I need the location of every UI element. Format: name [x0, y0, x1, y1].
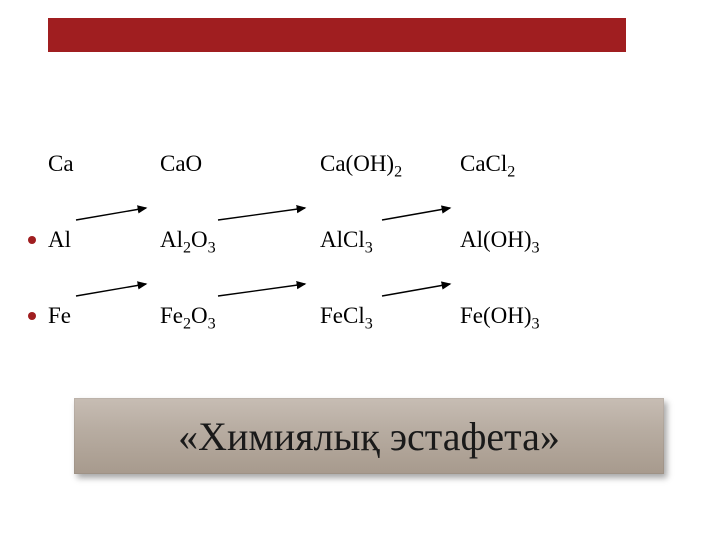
arrow-set — [30, 278, 690, 302]
slide: Ca CaO Са(ОН)2 CaCl2 Al — [0, 0, 720, 540]
formula-cell: Ca — [48, 150, 74, 178]
formula-cell: Al(OH)3 — [460, 226, 540, 254]
formula-cell: Al2O3 — [160, 226, 216, 254]
formula-cell: Fe(OH)3 — [460, 302, 540, 330]
title-text: «Химиялық эстафета» — [178, 413, 560, 460]
formula-cell: CaO — [160, 150, 202, 178]
arrow-set — [30, 202, 690, 226]
chain-row-al: Al Al2O3 AlCl3 Al(OH)3 — [30, 226, 690, 260]
formula-cell: Са(ОН)2 — [320, 150, 402, 178]
formula-cell: Al — [48, 226, 71, 254]
header-accent-bar — [48, 18, 626, 52]
list-bullet — [28, 312, 36, 320]
formula-cell: CaCl2 — [460, 150, 515, 178]
title-box: «Химиялық эстафета» — [74, 398, 664, 474]
chain-row-fe: Fe Fe2O3 FeCl3 Fe(OH)3 — [30, 302, 690, 336]
formula-cell: Fe — [48, 302, 71, 330]
chain-row-ca: Ca CaO Са(ОН)2 CaCl2 — [30, 150, 690, 184]
reaction-chains: Ca CaO Са(ОН)2 CaCl2 Al — [30, 150, 690, 378]
list-bullet — [28, 236, 36, 244]
formula-cell: FeCl3 — [320, 302, 373, 330]
formula-cell: AlCl3 — [320, 226, 373, 254]
arrows-svg — [30, 202, 690, 226]
formula-cell: Fe2O3 — [160, 302, 216, 330]
arrows-svg — [30, 278, 690, 302]
